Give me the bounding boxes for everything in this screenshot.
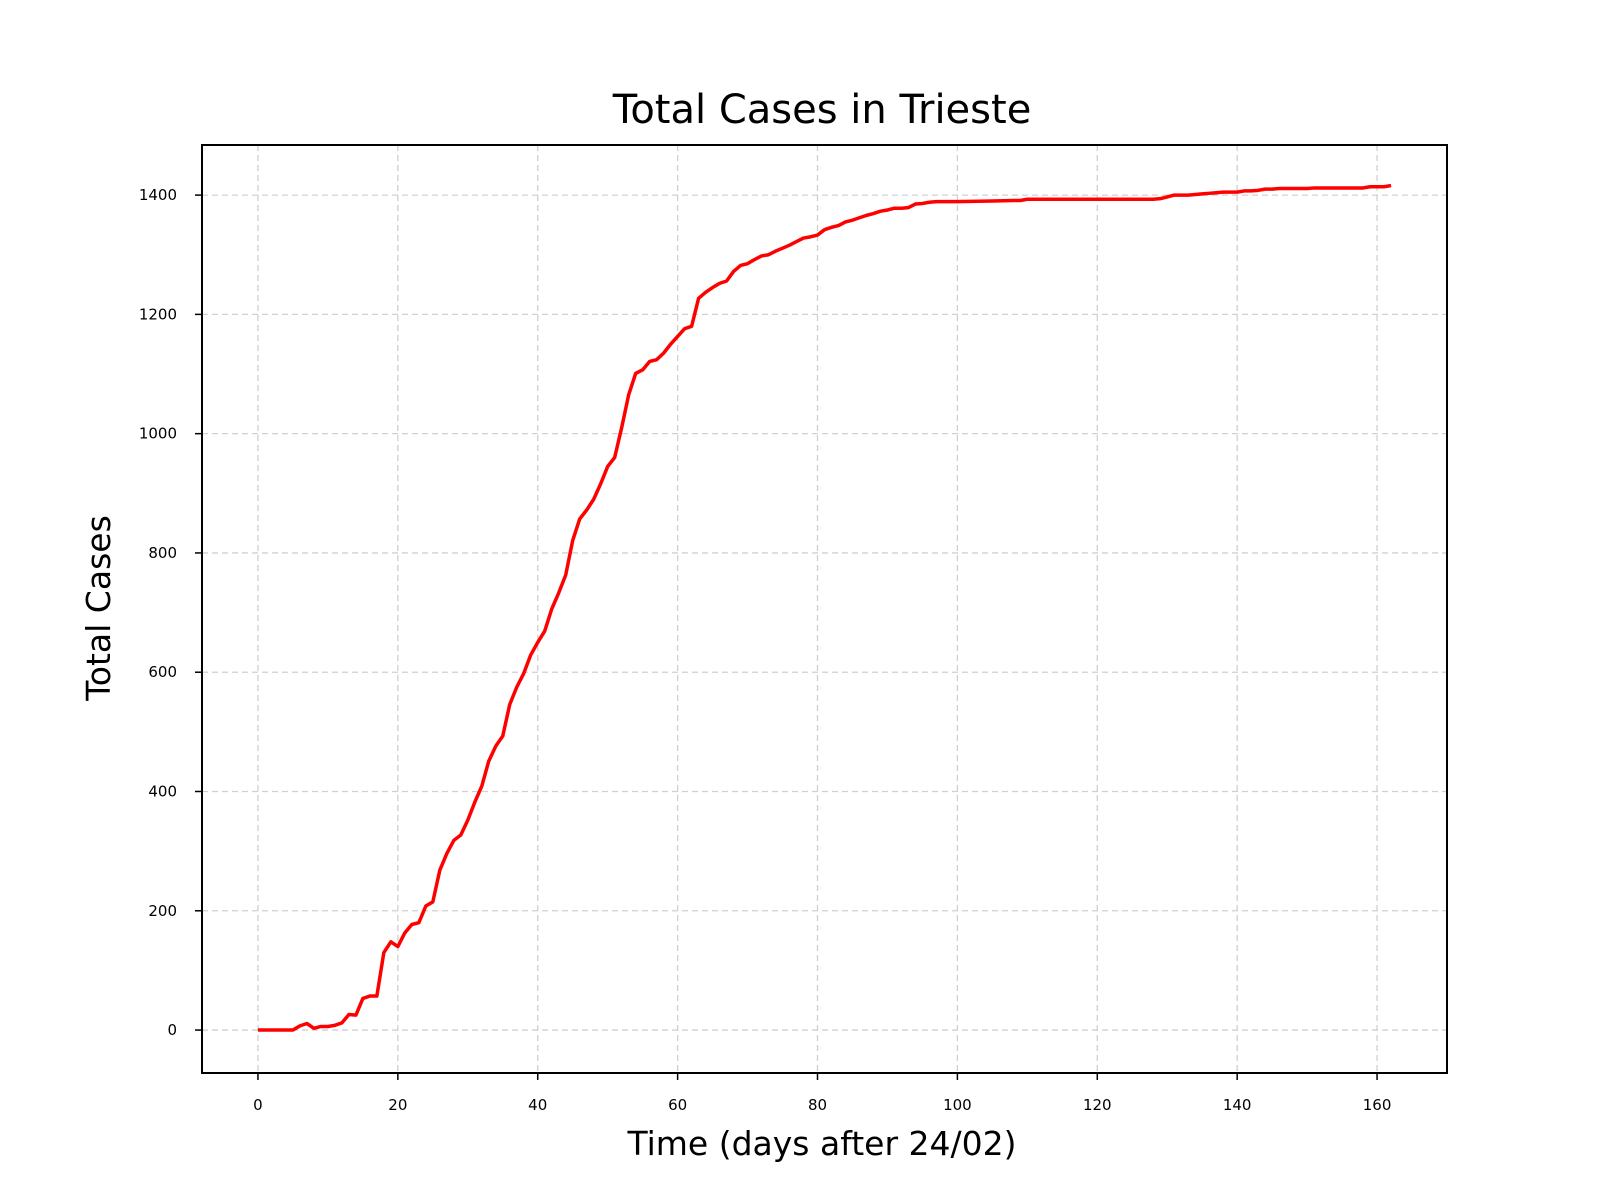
series-line xyxy=(257,183,1392,1032)
y-tick-label: 200 xyxy=(148,902,177,920)
x-axis-label: Time (days after 24/02) xyxy=(626,1124,1016,1163)
plot-frame xyxy=(201,144,1448,1074)
x-tick-label: 80 xyxy=(808,1096,827,1114)
x-tick-label: 100 xyxy=(943,1096,972,1114)
axis-ticks: 0 20 40 60 80 100 120 140 160 0 200 400 600 800 1000 12… xyxy=(139,186,1392,1114)
x-tick-label: 140 xyxy=(1223,1096,1252,1114)
x-tick-label: 0 xyxy=(253,1096,263,1114)
y-tick-label: 1200 xyxy=(139,305,177,323)
grid xyxy=(202,145,1447,1073)
plot-series xyxy=(257,183,1392,1032)
y-tick-label: 1000 xyxy=(139,425,177,443)
y-tick-label: 600 xyxy=(148,663,177,681)
y-tick-label: 1400 xyxy=(139,186,177,204)
x-tick-label: 60 xyxy=(668,1096,687,1114)
x-tick-label: 40 xyxy=(528,1096,547,1114)
y-tick-label: 0 xyxy=(167,1021,177,1039)
y-axis-label: Total Cases xyxy=(79,515,118,702)
x-tick-label: 160 xyxy=(1363,1096,1392,1114)
x-tick-label: 120 xyxy=(1083,1096,1112,1114)
x-tick-label: 20 xyxy=(388,1096,407,1114)
chart-title: Total Cases in Trieste xyxy=(612,87,1032,133)
y-tick-label: 800 xyxy=(148,544,177,562)
y-tick-label: 400 xyxy=(148,782,177,800)
